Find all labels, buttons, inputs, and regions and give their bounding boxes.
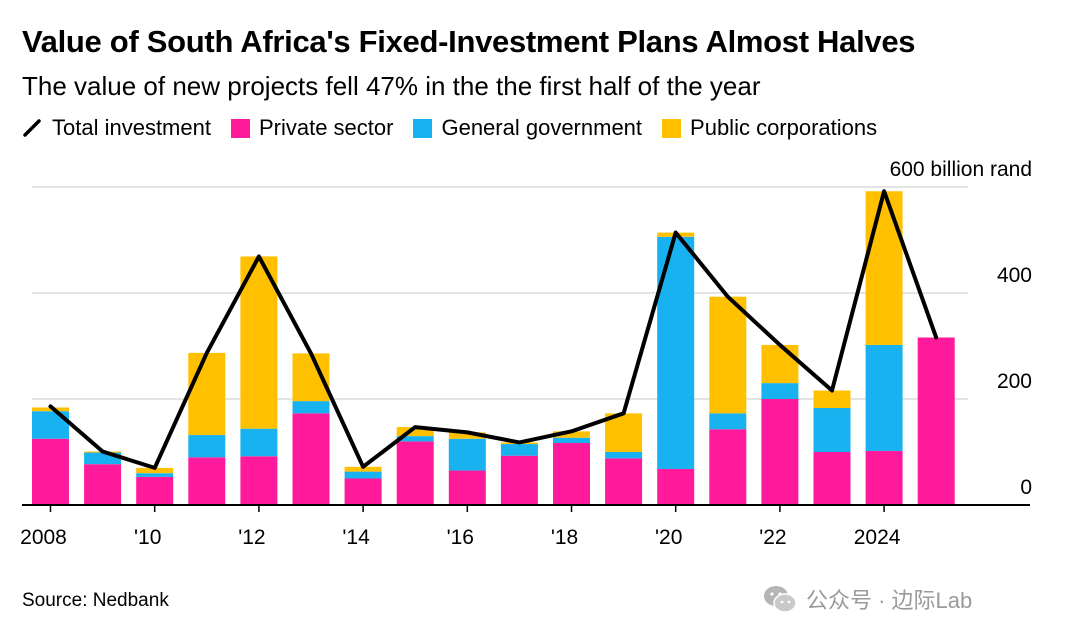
bar-government [500,444,538,456]
bar-private [240,456,278,505]
x-tick-label: '22 [759,526,786,549]
x-tick-label: '12 [238,526,265,549]
watermark: 公众号 · 边际Lab [762,583,972,615]
legend-label-private: Private sector [258,115,394,140]
bar-public-corp [553,431,590,438]
bar-private [813,452,851,505]
bar-public-corp [396,427,434,437]
bar-private [657,468,695,505]
legend-item-total: Total investment [22,115,211,141]
bar-public-corp [865,191,903,345]
legend-item-government: General government [413,115,642,141]
bar-private [136,476,174,505]
bar-private [344,478,382,505]
bar-private [500,455,538,505]
bar-private [292,413,330,505]
bar-public-corp [344,466,382,472]
x-tick-label: '14 [342,526,370,549]
x-tick-label: '20 [655,526,682,549]
y-tick-label: 200 [997,370,1032,393]
public-corp-swatch-icon [662,118,682,138]
bar-government [136,473,174,477]
bar-private [84,464,122,505]
bar-private [917,337,955,505]
legend-label-total: Total investment [52,115,211,140]
bar-private [32,438,69,505]
y-tick-label: 600 billion rand [890,158,1032,181]
bar-private [709,429,747,505]
bar-private [605,458,643,505]
chart-subtitle: The value of new projects fell 47% in th… [22,71,761,101]
x-tick-label: '18 [551,526,578,549]
source-note: Source: Nedbank [22,590,169,611]
bar-government [813,408,851,452]
bar-private [188,457,226,505]
legend: Total investment Private sector General … [22,113,897,143]
total-investment-line [48,189,939,470]
legend-item-public-corp: Public corporations [662,115,877,141]
bar-private [865,450,903,505]
bar-private [761,399,799,505]
bar-public-corp [761,344,799,384]
legend-label-government: General government [441,115,643,140]
bar-government [553,437,590,443]
bar-public-corp [605,413,643,452]
y-tick-label: 0 [1020,476,1032,499]
watermark-text: 公众号 · 边际Lab [806,588,973,613]
government-swatch-icon [413,118,433,138]
bar-government [84,452,122,465]
bar-government [344,471,382,479]
bar-government [240,428,278,457]
x-tick-label: 2024 [854,526,901,549]
x-tick-label: '16 [447,526,474,549]
x-tick-label: '10 [134,526,161,549]
bar-public-corp [240,256,278,429]
bar-public-corp [136,467,174,474]
y-tick-label: 400 [997,264,1032,287]
bar-government [292,401,330,414]
chart-plot: 0 200 400 600 billion rand 2008 '10 '12 '14 '16 '… [20,158,1032,549]
bar-government [396,436,434,442]
legend-label-public-corp: Public corporations [690,115,878,140]
bar-public-corp [188,352,226,436]
private-swatch-icon [230,118,250,138]
bar-private [448,470,486,505]
legend-item-private: Private sector [230,115,394,141]
bar-government [761,383,799,399]
bar-public-corp [813,390,851,409]
x-tick-label: 2008 [20,526,67,549]
chart-title: Value of South Africa's Fixed-Investment… [22,24,916,59]
bar-government [865,344,903,451]
bar-government [188,435,226,458]
wechat-icon [764,586,797,613]
line-swatch-icon [23,119,41,137]
bar-private [553,442,590,505]
bar-government [709,413,747,430]
bar-public-corp [32,407,69,412]
bar-government [448,438,486,471]
bar-government [605,452,643,459]
bar-public-corp [448,432,486,439]
bar-private [396,441,434,505]
bar-public-corp [709,296,747,414]
